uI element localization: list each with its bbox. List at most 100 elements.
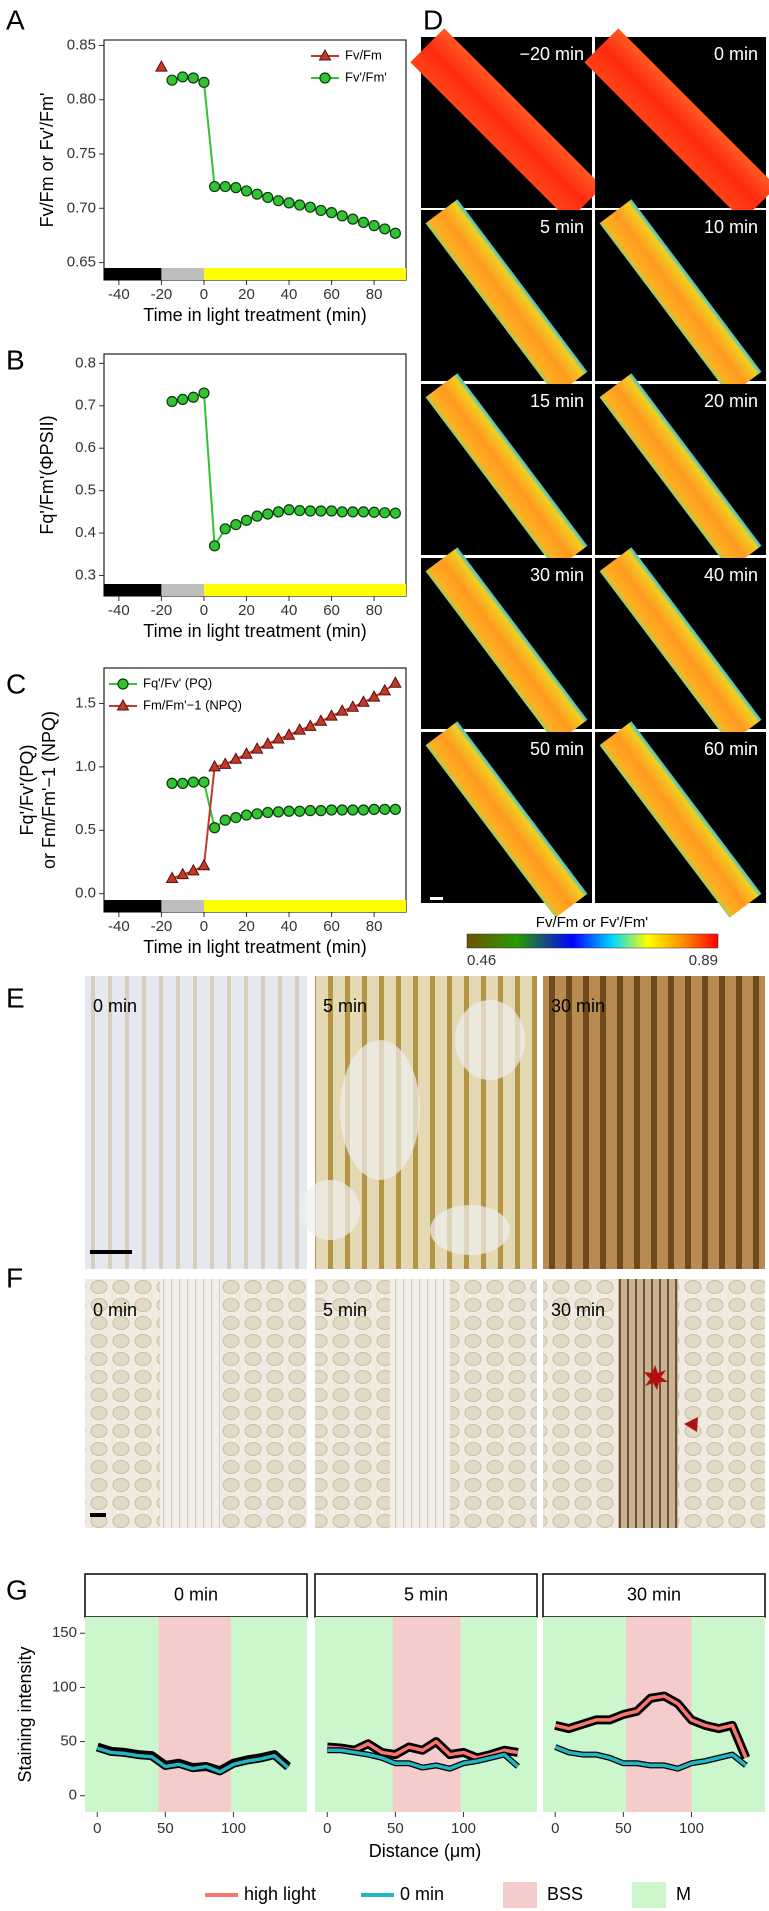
marker [240,747,253,759]
marker [389,227,401,239]
colorbar-label: 0.46 [467,952,496,969]
marker [186,863,200,876]
y-tick-label: 150 [52,1624,77,1641]
panel-label: B [6,344,25,375]
marker [176,867,190,880]
marker [251,808,263,820]
leaf [425,373,588,570]
phase-bar [161,900,204,912]
marker [166,777,178,789]
marker [294,504,306,517]
y-axis-title: or Fm/Fm'−1 (NPQ) [39,711,59,869]
marker [283,805,295,817]
panel-label: C [6,668,26,699]
marker [325,207,338,219]
legend-label: Fv/Fm [345,47,382,62]
marker [261,737,275,749]
x-tick-label: 50 [615,1820,632,1837]
marker [347,506,359,518]
marker [218,757,232,769]
x-tick-label: 80 [366,286,383,303]
x-tick-label: 100 [679,1820,704,1837]
marker [304,201,316,213]
y-tick-label: 0 [69,1787,77,1804]
marker [378,683,392,696]
arrowhead-marker [684,1417,698,1432]
marker [294,199,306,211]
colorbar-label: 0.89 [689,952,718,969]
vein [618,1279,678,1528]
marker [230,811,242,824]
leaf [599,721,762,918]
panel-label: F [6,1262,23,1293]
bss-region [158,1617,231,1812]
tile-label: 50 min [530,739,584,759]
marker [325,505,338,517]
bss-region [392,1617,461,1812]
marker [187,72,199,84]
photo [543,976,765,1269]
legend-label: high light [244,1884,316,1904]
x-tick-label: -40 [108,918,130,935]
facet-title: 30 min [627,1584,681,1604]
leaf [599,373,762,570]
series-line [327,1739,519,1760]
marker [347,804,359,816]
marker [262,806,274,819]
marker [272,806,284,818]
x-tick-label: 60 [323,286,340,303]
panel-label: D [423,4,443,35]
x-tick-label: 40 [281,286,298,303]
legend-marker [116,698,130,711]
phase-bar [161,268,204,280]
facet-strip [542,1573,766,1618]
marker [314,714,328,726]
marker [315,805,327,817]
legend-label: BSS [547,1884,583,1904]
legend-marker [117,678,129,690]
photo-shade [85,976,307,1269]
marker [251,188,263,200]
y-tick-label: 0.0 [75,885,96,902]
marker [347,213,359,225]
y-tick-label: 0.65 [67,254,96,271]
y-tick-label: 1.0 [75,758,96,775]
x-tick-label: 0 [200,602,208,619]
tile-label: 40 min [704,565,758,585]
leaf-strip [425,373,588,570]
x-tick-label: -40 [108,286,130,303]
series-line [96,1746,290,1774]
x-tick-label: 0 [93,1820,101,1837]
tile-label: 30 min [530,565,584,585]
plot-area [103,39,407,281]
marker [368,803,380,815]
y-axis-title: Fq'/Fm'(ΦPSII) [37,415,57,534]
y-tick-label: 1.5 [75,694,96,711]
marker [177,71,189,83]
marker [325,804,338,816]
y-tick-label: 0.5 [75,821,96,838]
marker [177,393,189,406]
series-line [554,1694,748,1759]
marker [198,387,210,399]
leaf [599,199,762,396]
facet-strip [84,1573,308,1618]
leaf [584,28,769,221]
vein [390,1279,450,1528]
series-line [171,682,396,880]
marker [240,514,253,526]
marker [198,76,210,88]
x-tick-label: 80 [366,602,383,619]
x-axis-title: Time in light treatment (min) [143,305,366,325]
panel-label: G [6,1574,28,1605]
y-axis-title: Staining intensity [15,1646,35,1782]
marker [379,223,391,235]
pale-patch [455,1000,525,1080]
legend-swatch [632,1882,666,1908]
marker [282,728,296,740]
marker [389,676,402,688]
leaf-strip [425,199,588,396]
marker [219,814,231,826]
marker [187,776,199,788]
leaf-strip [425,547,588,744]
